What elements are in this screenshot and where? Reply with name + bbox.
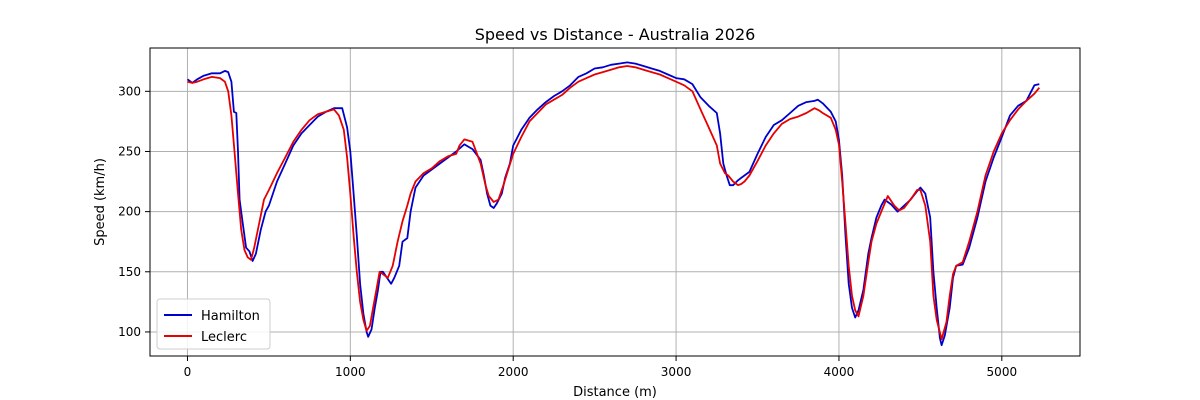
x-tick-label: 2000: [498, 365, 529, 379]
y-tick-label: 200: [118, 205, 141, 219]
x-tick-label: 0: [184, 365, 192, 379]
y-tick-label: 150: [118, 265, 141, 279]
legend-label-leclerc: Leclerc: [201, 330, 247, 345]
legend-label-hamilton: Hamilton: [201, 309, 260, 324]
y-tick-label: 100: [118, 325, 141, 339]
x-axis-ticks: 0 1000 2000 3000 4000 5000: [184, 356, 1017, 379]
x-tick-label: 5000: [987, 365, 1018, 379]
y-axis-label: Speed (km/h): [93, 158, 108, 246]
plot-frame: [149, 47, 1081, 357]
legend: Hamilton Leclerc: [156, 298, 271, 350]
grid-lines: [150, 48, 1080, 356]
y-axis-ticks: 100 150 200 250 300: [118, 84, 150, 339]
series-line-leclerc: [187, 65, 1040, 341]
y-tick-label: 300: [118, 84, 141, 98]
chart-title: Speed vs Distance - Australia 2026: [475, 25, 756, 44]
series-line-hamilton: [186, 61, 1040, 347]
y-tick-label: 250: [118, 144, 141, 158]
series-lines: [186, 61, 1040, 347]
x-tick-label: 3000: [661, 365, 692, 379]
x-tick-label: 4000: [824, 365, 855, 379]
x-axis-label: Distance (m): [573, 385, 657, 400]
x-tick-label: 1000: [335, 365, 366, 379]
